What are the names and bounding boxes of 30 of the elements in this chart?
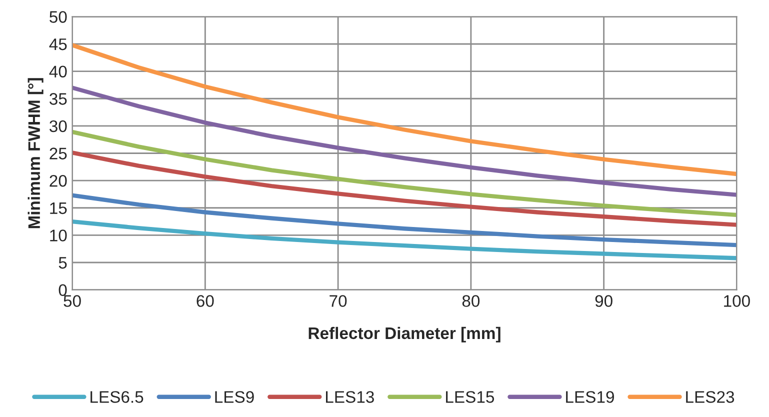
legend-label: LES15 [446, 391, 494, 403]
line-series [72, 219, 737, 260]
x-tick-label: 90 [595, 295, 612, 307]
x-tick-label: 100 [724, 295, 750, 307]
x-tick-label: 70 [330, 295, 347, 307]
x-tick-label: 60 [196, 295, 214, 307]
y-tick-label: 40 [49, 66, 67, 78]
line-series [72, 130, 737, 218]
y-tick-label: 10 [50, 230, 67, 242]
y-tick-label: 35 [50, 93, 67, 105]
line-series [72, 86, 737, 197]
y-tick-label: 20 [50, 174, 67, 187]
x-axis-title: Reflector Diameter [mm] [308, 326, 500, 342]
legend-label: LES6.5 [90, 391, 144, 403]
legend-label: LES23 [686, 391, 734, 403]
line-series [72, 150, 737, 227]
y-tick-label: 5 [58, 257, 67, 269]
legend-label: LES19 [566, 391, 614, 403]
x-tick-label: 80 [462, 295, 480, 307]
y-tick-label: 15 [50, 202, 67, 214]
y-tick-label: 25 [50, 148, 67, 160]
y-axis-title: Minimum FWHM [°] [28, 78, 44, 228]
y-tick-label: 0 [58, 284, 67, 296]
line-series [72, 43, 737, 176]
y-tick-label: 30 [50, 120, 67, 132]
y-tick-label: 50 [50, 11, 67, 23]
line-series [72, 193, 737, 248]
legend-label: LES9 [215, 391, 254, 403]
legend-label: LES13 [326, 391, 374, 403]
y-tick-label: 45 [49, 38, 67, 50]
